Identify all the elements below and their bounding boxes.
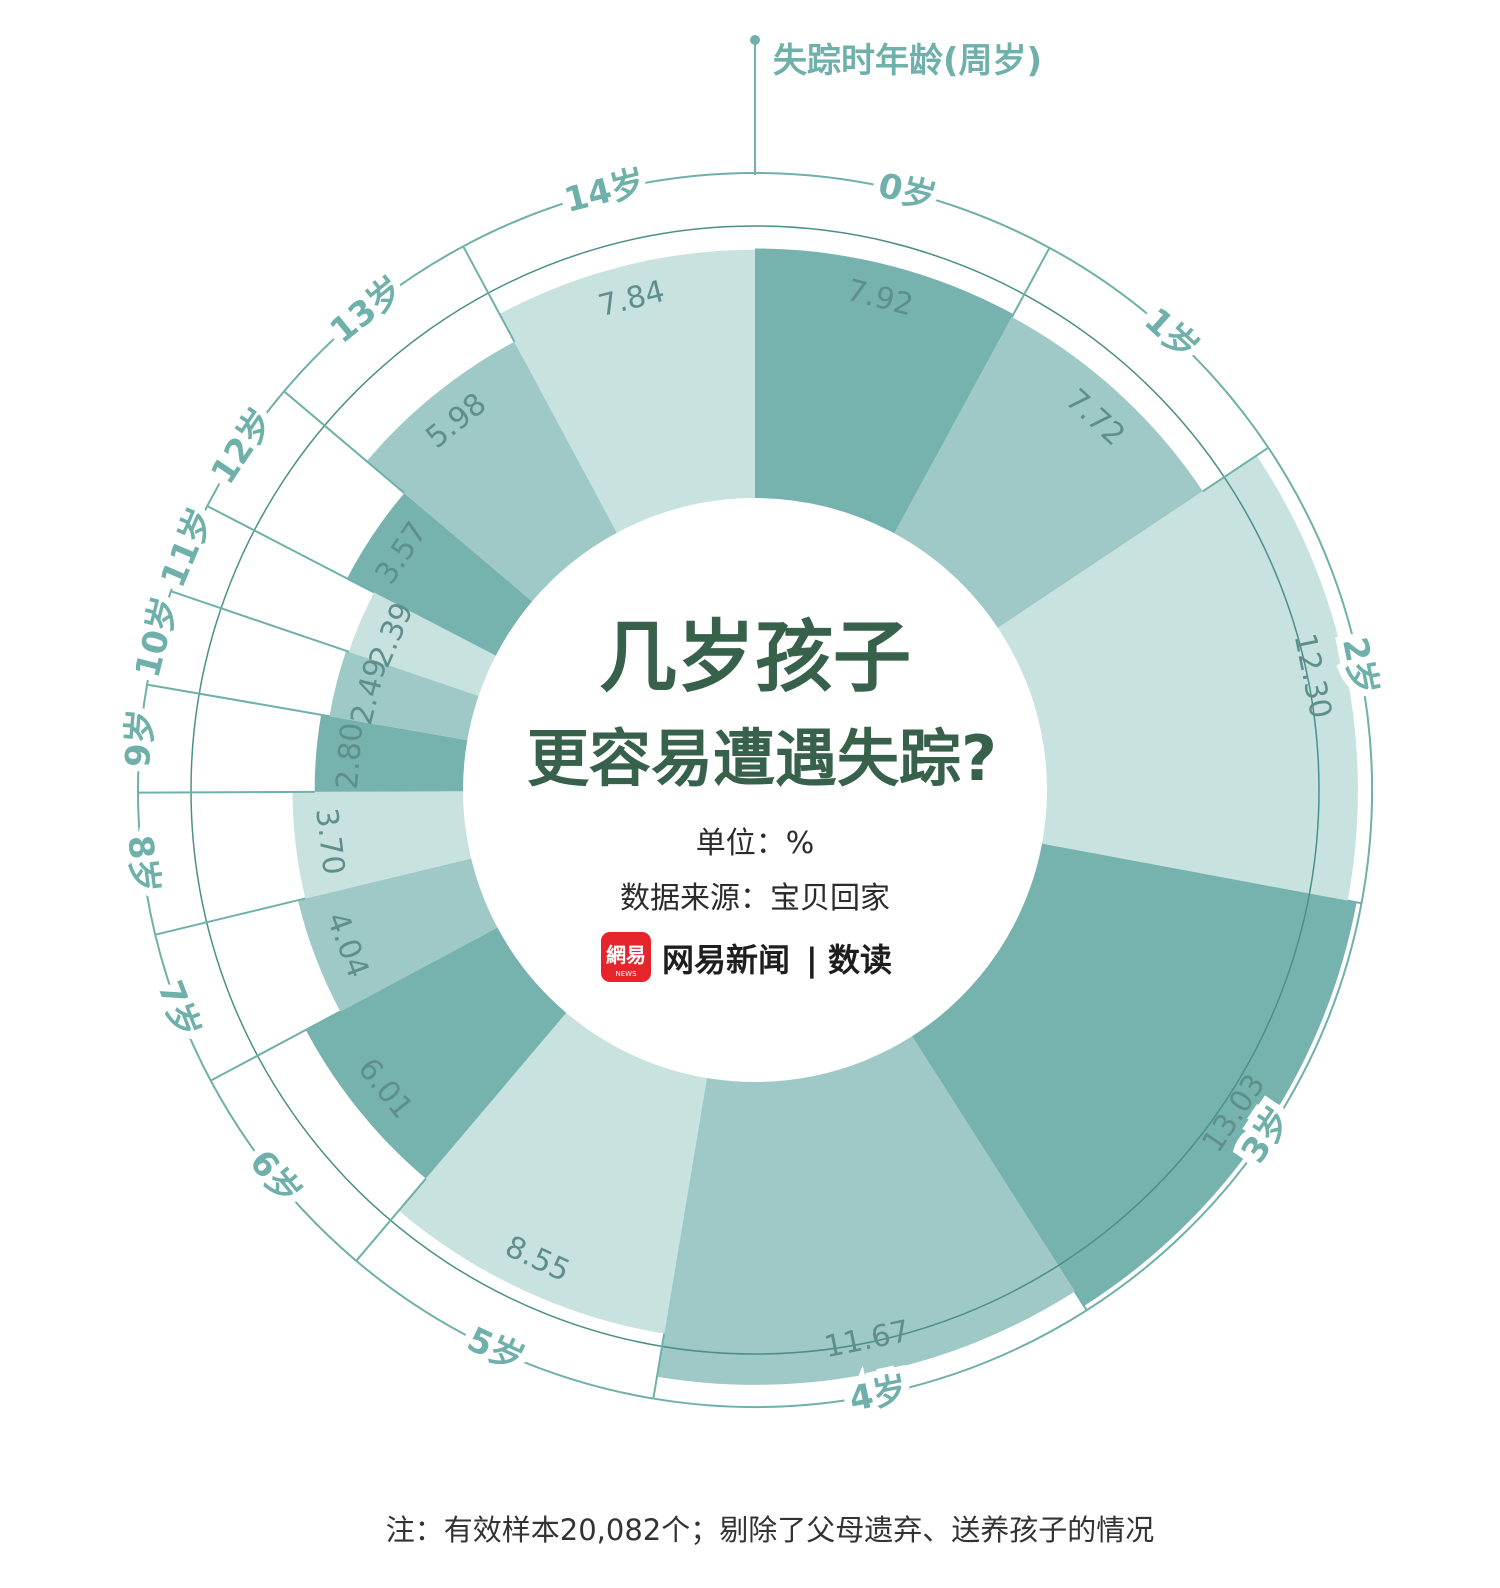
wedge-10 bbox=[329, 650, 479, 741]
ring-arc-6 bbox=[209, 1080, 357, 1262]
source-label: 数据来源：宝贝回家 bbox=[620, 881, 890, 916]
ring-arc-0 bbox=[754, 172, 1050, 249]
age-label-6: 6岁 bbox=[241, 1143, 308, 1213]
chart-title-line2: 更容易遭遇失踪? bbox=[527, 722, 997, 795]
ring-arc-12 bbox=[206, 390, 285, 507]
inner-reference-circle bbox=[190, 225, 1320, 1355]
ring-arc-10 bbox=[146, 590, 172, 685]
ring-arc-8 bbox=[137, 792, 157, 935]
age-label-10: 10岁 bbox=[128, 593, 187, 682]
boundary-tick-4 bbox=[1073, 1291, 1088, 1311]
brand-separator: | bbox=[806, 941, 818, 980]
logo-sub: NEWS bbox=[615, 970, 637, 978]
boundary-tick-6 bbox=[355, 1178, 427, 1262]
wedges-group bbox=[190, 225, 1358, 1385]
netease-logo-icon bbox=[601, 932, 651, 982]
age-label-9: 9岁 bbox=[118, 708, 163, 769]
age-label-11: 11岁 bbox=[153, 503, 222, 594]
age-label-13: 13岁 bbox=[323, 269, 411, 351]
ring-arc-1 bbox=[1049, 246, 1270, 449]
boundary-tick-13 bbox=[283, 390, 405, 494]
unit-label: 单位：% bbox=[696, 826, 815, 861]
boundary-tick-3 bbox=[1347, 899, 1362, 905]
boundary-tick-10 bbox=[146, 683, 330, 718]
axis-title: 失踪时年龄(周岁) bbox=[773, 41, 1042, 81]
age-label-14: 14岁 bbox=[560, 162, 649, 221]
wedge-11 bbox=[348, 592, 496, 696]
age-label-4: 4岁 bbox=[846, 1369, 910, 1420]
footnote: 注：有效样本20,082个；剔除了父母遗弃、送养孩子的情况 bbox=[386, 1513, 1154, 1547]
ring-arc-2 bbox=[1267, 447, 1373, 904]
age-label-5: 5岁 bbox=[461, 1319, 530, 1380]
wedge-12 bbox=[347, 493, 533, 656]
wedge-14 bbox=[499, 249, 755, 533]
brand-logo: 網易 NEWS 网易新闻 | 数读 bbox=[601, 932, 892, 982]
age-label-8: 8岁 bbox=[119, 833, 166, 895]
wedge-7 bbox=[297, 858, 498, 1012]
ring-arc-11 bbox=[169, 505, 209, 592]
boundary-tick-9 bbox=[138, 790, 315, 794]
wedge-0 bbox=[755, 248, 1014, 534]
boundary-tick-1 bbox=[1011, 247, 1051, 318]
boundary-tick-5 bbox=[652, 1333, 666, 1399]
ring-arc-14 bbox=[462, 172, 756, 248]
chart-title-line1: 几岁孩子 bbox=[599, 613, 911, 703]
value-label-9: 2.80 bbox=[330, 721, 370, 790]
wedge-4 bbox=[656, 1036, 1075, 1385]
age-label-7: 7岁 bbox=[149, 975, 207, 1043]
boundary-tick-8 bbox=[154, 897, 306, 936]
wedge-6 bbox=[305, 927, 567, 1179]
boundary-tick-14 bbox=[462, 245, 516, 343]
wedge-2 bbox=[997, 455, 1358, 901]
wedge-13 bbox=[366, 341, 617, 602]
boundary-tick-12 bbox=[206, 505, 375, 594]
ring-arc-5 bbox=[355, 1260, 654, 1400]
axis-title-dot bbox=[750, 35, 760, 45]
age-label-12: 12岁 bbox=[203, 402, 282, 492]
wedge-8 bbox=[292, 791, 472, 899]
wedge-5 bbox=[398, 1012, 707, 1334]
wedge-3 bbox=[911, 843, 1357, 1307]
ring-arc-3 bbox=[1086, 903, 1363, 1312]
boundary-tick-2 bbox=[1202, 446, 1269, 493]
ring-arc-7 bbox=[154, 934, 212, 1082]
ring-arc-13 bbox=[283, 245, 464, 392]
brand-section: 数读 bbox=[828, 941, 892, 979]
brand-name: 网易新闻 bbox=[662, 941, 790, 979]
ring-arc-9 bbox=[137, 684, 149, 793]
ring-arc-4 bbox=[653, 1309, 1088, 1408]
age-axis-ring bbox=[137, 172, 1373, 1408]
logo-text: 網易 bbox=[606, 943, 646, 967]
value-label-8: 3.70 bbox=[308, 806, 351, 877]
wedge-1 bbox=[894, 316, 1203, 628]
boundary-tick-11 bbox=[170, 590, 350, 653]
boundary-tick-7 bbox=[210, 1010, 341, 1082]
wedge-9 bbox=[314, 714, 468, 792]
age-label-0: 0岁 bbox=[874, 166, 940, 219]
